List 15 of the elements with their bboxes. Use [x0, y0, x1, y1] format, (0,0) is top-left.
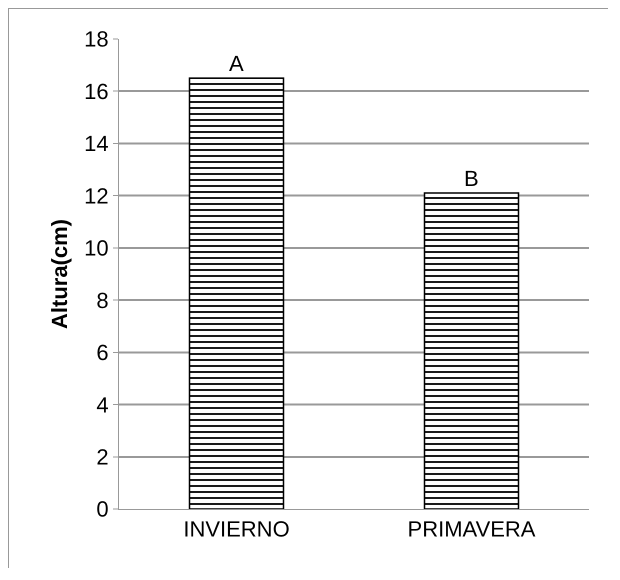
y-tick-label: 8: [96, 288, 109, 313]
y-tick-label: 6: [96, 340, 109, 366]
y-axis-title: Altura(cm): [46, 218, 72, 330]
y-tick-label: 2: [96, 444, 109, 470]
y-tick-label: 0: [96, 496, 109, 522]
y-tick-label: 4: [96, 392, 109, 418]
annotation: A: [229, 51, 244, 76]
annotation: B: [464, 166, 479, 191]
x-tick-label: INVIERNO: [183, 516, 290, 542]
y-tick-label: 14: [84, 131, 109, 156]
y-tick-label: 16: [84, 78, 109, 104]
y-tick-label: 10: [84, 236, 109, 261]
y-tick-label: 18: [84, 26, 109, 52]
x-tick-label: PRIMAVERA: [408, 516, 536, 542]
y-tick-label: 12: [84, 183, 109, 208]
